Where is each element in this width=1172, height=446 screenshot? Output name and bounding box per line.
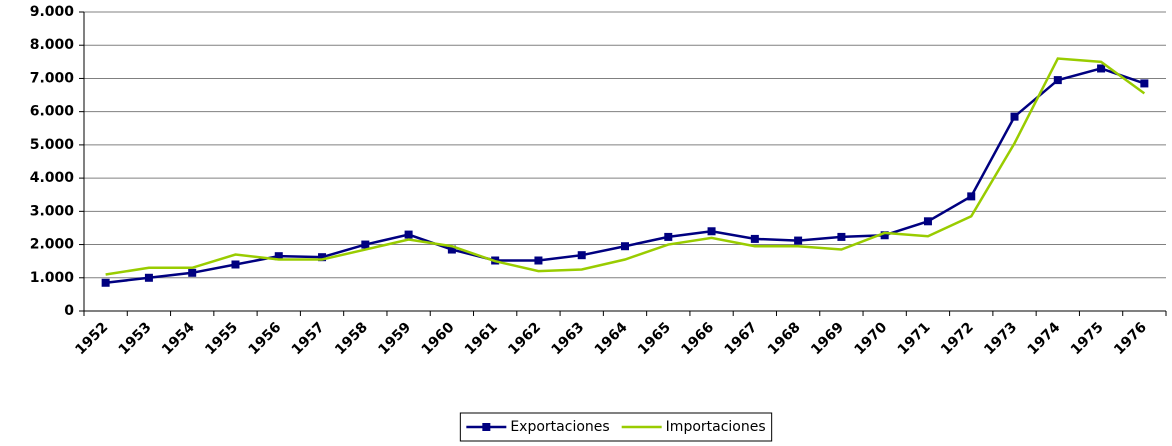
marker bbox=[750, 234, 759, 243]
legend-label: Exportaciones bbox=[510, 419, 609, 435]
y-tick-label: 3.000 bbox=[30, 203, 75, 219]
marker bbox=[1097, 64, 1106, 73]
y-tick-label: 2.000 bbox=[30, 237, 75, 253]
marker bbox=[577, 251, 586, 260]
x-tick-label: 1974 bbox=[1025, 319, 1064, 358]
x-tick-label: 1959 bbox=[375, 319, 414, 358]
x-tick-label: 1963 bbox=[549, 319, 588, 358]
x-tick-label: 1967 bbox=[722, 319, 761, 358]
x-tick-label: 1961 bbox=[462, 319, 501, 358]
x-tick-label: 1954 bbox=[159, 319, 198, 358]
y-tick-label: 6.000 bbox=[30, 104, 75, 120]
x-tick-label: 1970 bbox=[851, 319, 890, 358]
x-tick-label: 1962 bbox=[505, 319, 544, 358]
series-line bbox=[105, 67, 1145, 285]
x-tick-label: 1972 bbox=[938, 319, 977, 358]
y-tick-label: 9.000 bbox=[30, 4, 75, 20]
x-tick-label: 1973 bbox=[981, 319, 1020, 358]
marker bbox=[1010, 112, 1019, 121]
x-tick-label: 1976 bbox=[1111, 319, 1150, 358]
y-tick-label: 8.000 bbox=[30, 37, 75, 53]
marker bbox=[621, 242, 629, 251]
marker bbox=[707, 227, 716, 236]
x-tick-label: 1975 bbox=[1068, 319, 1107, 358]
legend-marker bbox=[482, 423, 491, 431]
marker bbox=[664, 232, 673, 241]
x-tick-label: 1952 bbox=[72, 319, 111, 358]
marker bbox=[967, 192, 976, 201]
marker bbox=[447, 245, 456, 254]
marker bbox=[361, 240, 370, 249]
y-tick-label: 0 bbox=[64, 303, 74, 319]
legend-label: Importaciones bbox=[666, 419, 766, 435]
x-tick-label: 1971 bbox=[895, 319, 934, 358]
y-tick-label: 5.000 bbox=[30, 137, 75, 153]
marker bbox=[144, 273, 153, 282]
marker bbox=[318, 253, 327, 262]
marker bbox=[837, 232, 846, 241]
y-tick-label: 4.000 bbox=[30, 170, 75, 186]
marker bbox=[1053, 76, 1062, 85]
y-tick-label: 1.000 bbox=[30, 270, 75, 286]
x-tick-label: 1964 bbox=[592, 319, 631, 358]
x-tick-label: 1953 bbox=[116, 319, 155, 358]
marker bbox=[231, 260, 240, 269]
x-tick-label: 1957 bbox=[289, 319, 328, 358]
x-tick-label: 1969 bbox=[808, 319, 847, 358]
series-line bbox=[105, 57, 1146, 276]
x-tick-label: 1966 bbox=[678, 319, 717, 358]
y-tick-label: 7.000 bbox=[30, 70, 75, 86]
x-tick-label: 1956 bbox=[246, 319, 285, 358]
x-tick-label: 1960 bbox=[419, 319, 458, 358]
marker bbox=[923, 217, 932, 226]
marker bbox=[794, 236, 803, 245]
marker bbox=[1140, 79, 1149, 88]
marker bbox=[274, 252, 283, 261]
legend-box bbox=[459, 412, 773, 442]
x-tick-label: 1958 bbox=[332, 319, 371, 358]
marker bbox=[880, 231, 889, 240]
marker bbox=[188, 268, 197, 277]
marker bbox=[101, 278, 110, 287]
marker bbox=[404, 230, 413, 239]
x-tick-label: 1965 bbox=[635, 319, 674, 358]
x-tick-label: 1968 bbox=[765, 319, 804, 358]
x-tick-label: 1955 bbox=[202, 319, 241, 358]
marker bbox=[534, 256, 543, 265]
